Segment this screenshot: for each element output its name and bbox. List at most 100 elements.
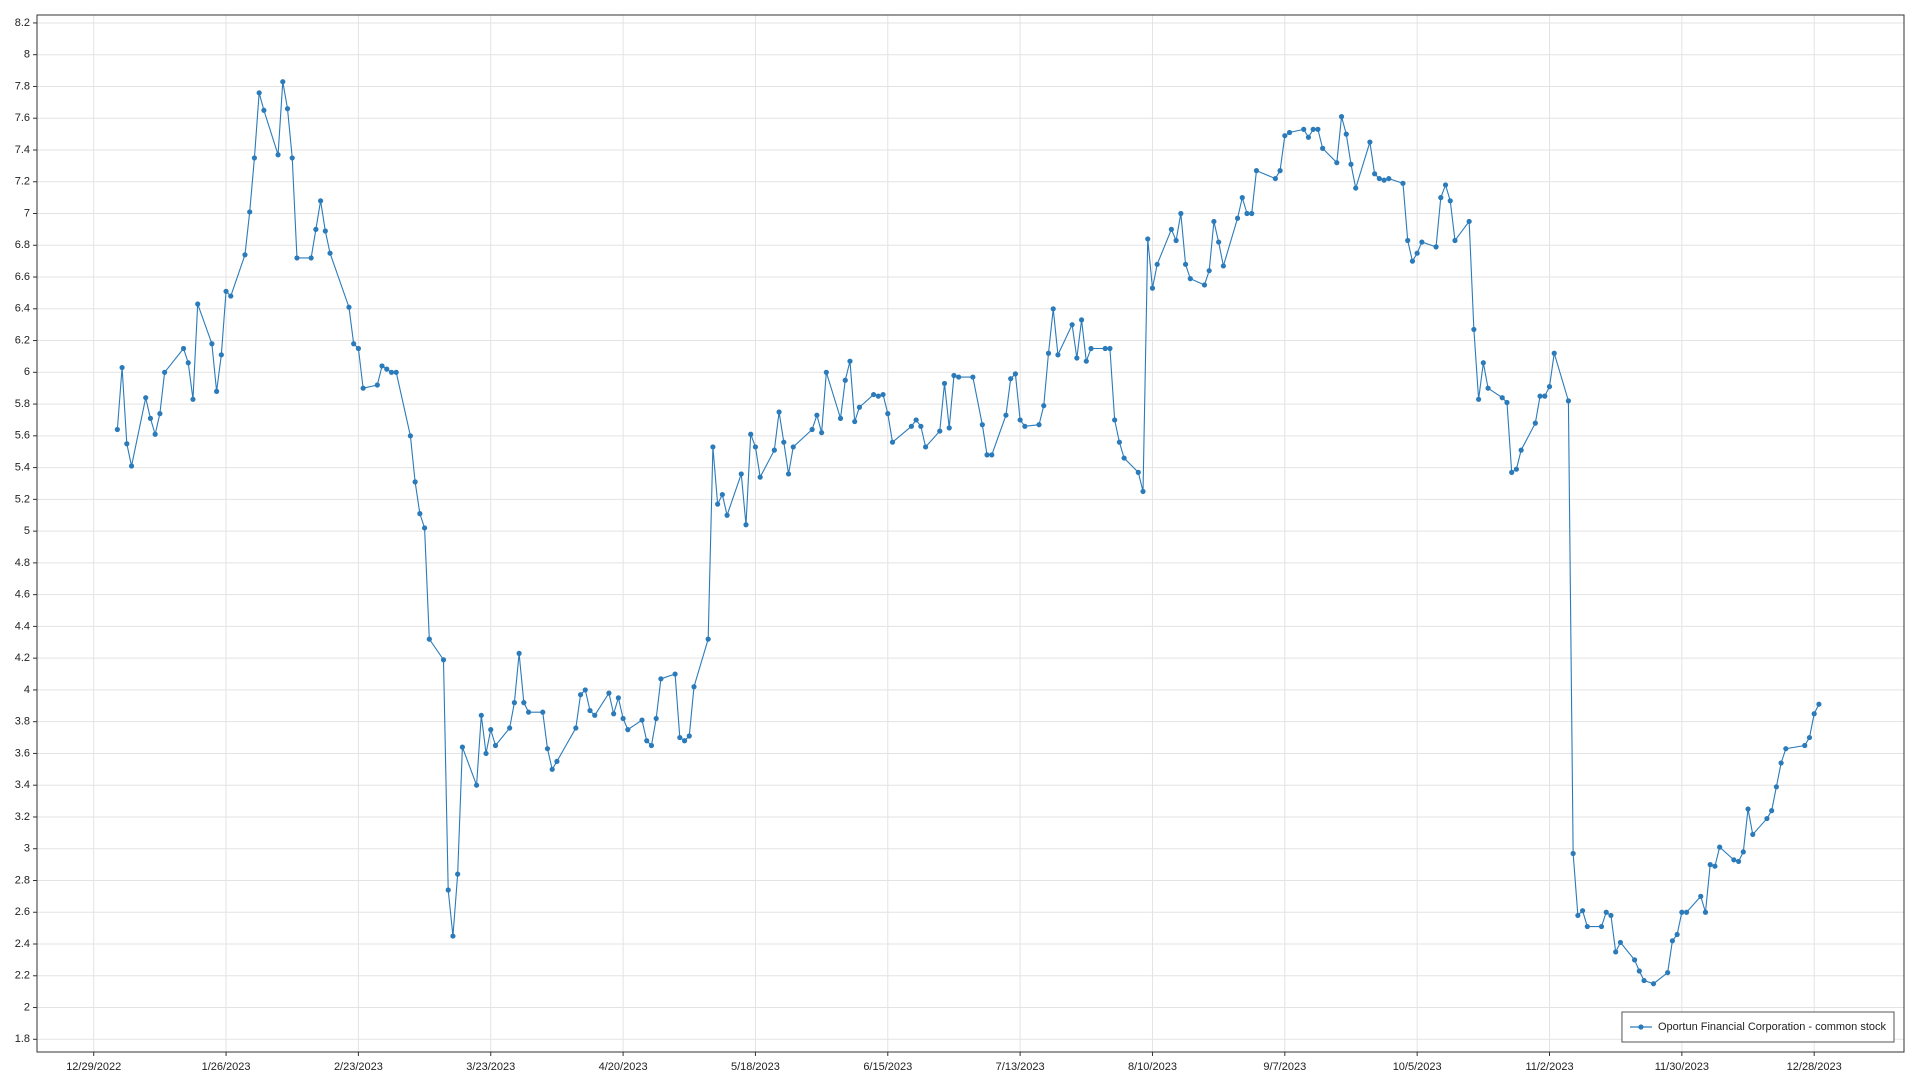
y-tick-label: 3.8 [15,716,30,728]
data-point [114,426,120,433]
y-tick-label: 7.6 [15,112,30,124]
data-point [521,700,527,706]
data-point [1173,237,1179,244]
data-point [1641,977,1647,984]
data-point [1008,376,1014,382]
data-point [549,766,555,772]
data-point [1182,261,1189,267]
data-point [956,374,962,380]
data-point [1272,175,1278,182]
data-point [1012,371,1019,377]
y-tick-label: 7.8 [15,80,30,92]
data-point [1050,306,1056,312]
data-point [1665,969,1671,976]
data-point [837,415,844,421]
y-tick-label: 6 [24,366,30,378]
data-point [781,439,787,445]
data-point [1372,171,1378,177]
data-point [417,511,423,517]
data-point [544,746,551,752]
data-point [388,369,395,375]
data-point [880,391,886,398]
data-point [1537,393,1543,399]
data-point [710,444,716,450]
data-point [214,388,220,394]
data-point [611,711,617,717]
data-point [478,712,484,718]
data-point [1140,488,1146,495]
data-point [1669,938,1675,944]
data-point [1282,133,1288,139]
data-point [1017,417,1023,423]
data-point [384,366,390,372]
y-tick-label: 5.4 [15,462,30,474]
data-point [715,501,721,507]
y-tick-label: 4.2 [15,652,30,664]
data-point [128,463,135,469]
data-point [1471,326,1477,333]
data-point [771,447,777,453]
data-point [1216,239,1222,245]
data-point [308,255,314,261]
data-point [525,709,532,715]
data-point [143,395,149,401]
data-point [1376,175,1382,182]
data-point [516,650,522,656]
data-point [488,727,494,733]
data-point [190,396,196,402]
data-point [1674,931,1680,938]
data-point [1712,863,1718,869]
data-point [979,422,985,428]
data-point [1045,350,1052,356]
data-point [1745,806,1751,812]
data-point [1518,447,1524,453]
y-tick-label: 7.2 [15,176,30,188]
data-point [119,364,125,371]
data-point [1778,760,1784,766]
x-tick-label: 2/23/2023 [334,1061,383,1073]
data-point [483,750,489,757]
y-tick-label: 4.4 [15,620,30,632]
y-tick-label: 8 [24,49,30,61]
data-point [1334,160,1340,166]
x-tick-label: 3/23/2023 [466,1061,515,1073]
data-point [445,887,451,893]
y-tick-label: 8.2 [15,17,30,29]
data-point [379,363,385,369]
data-point [1613,949,1619,955]
data-point [1145,236,1151,242]
data-point [1707,862,1713,868]
y-tick-label: 6.4 [15,303,30,315]
data-point [785,471,792,477]
data-point [1598,923,1605,930]
data-point [1102,345,1108,352]
data-point [1570,850,1576,857]
data-point [1234,215,1241,221]
data-point [856,404,863,410]
data-point [1112,417,1118,423]
data-point [724,512,730,518]
x-tick-label: 1/26/2023 [202,1061,251,1073]
data-point [228,293,234,299]
data-point [209,341,215,347]
data-point [450,933,456,939]
data-point [1116,439,1122,445]
data-point [1579,908,1586,914]
data-point [1816,701,1822,707]
y-tick-label: 3.4 [15,779,30,791]
data-point [554,758,560,764]
data-point [1386,175,1392,182]
x-tick-label: 7/13/2023 [996,1061,1045,1073]
data-point [1277,168,1283,174]
data-point [573,725,579,731]
x-tick-label: 11/30/2023 [1655,1061,1709,1073]
data-point [1253,168,1260,174]
data-point [592,712,598,718]
data-point [922,444,929,450]
data-point [1683,909,1690,915]
data-point [1480,360,1486,366]
data-point [1206,268,1212,274]
data-point [681,738,688,744]
data-point [1811,711,1817,717]
